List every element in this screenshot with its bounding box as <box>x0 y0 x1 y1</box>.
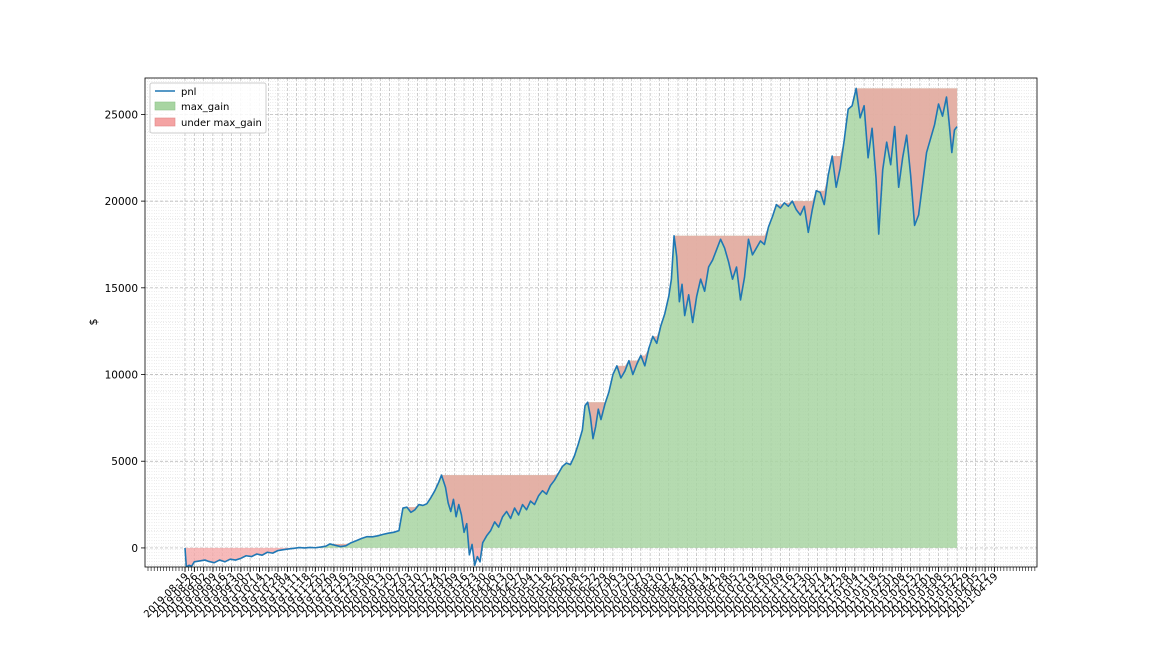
x-axis: 2019-08-192019-08-262019-09-022019-09-09… <box>142 567 1036 620</box>
legend-max-gain-label: max_gain <box>181 102 229 113</box>
y-tick-label: 25000 <box>105 109 138 121</box>
y-axis-label: $ <box>87 319 100 326</box>
plot-frame <box>144 77 1038 568</box>
legend-box <box>149 82 267 134</box>
legend-under-max-gain-label: under max_gain <box>181 118 262 129</box>
legend: pnl max_gain under max_gain <box>149 82 267 134</box>
legend-pnl-label: pnl <box>181 87 196 98</box>
pnl-line <box>184 87 958 567</box>
y-tick-label: 0 <box>131 543 138 555</box>
y-tick-label: 20000 <box>105 196 138 208</box>
y-tick-label: 15000 <box>105 283 138 295</box>
legend-max-gain-swatch <box>154 101 176 111</box>
y-axis: 0 5000 10000 15000 20000 25000 <box>105 109 145 555</box>
y-tick-label: 5000 <box>111 456 138 468</box>
y-tick-label: 10000 <box>105 370 138 382</box>
series-lines <box>184 87 958 567</box>
legend-under-max-gain-swatch <box>154 117 176 127</box>
under-max-gain-area <box>185 88 958 567</box>
area-fills <box>185 88 958 567</box>
max-gain-area <box>185 88 958 548</box>
